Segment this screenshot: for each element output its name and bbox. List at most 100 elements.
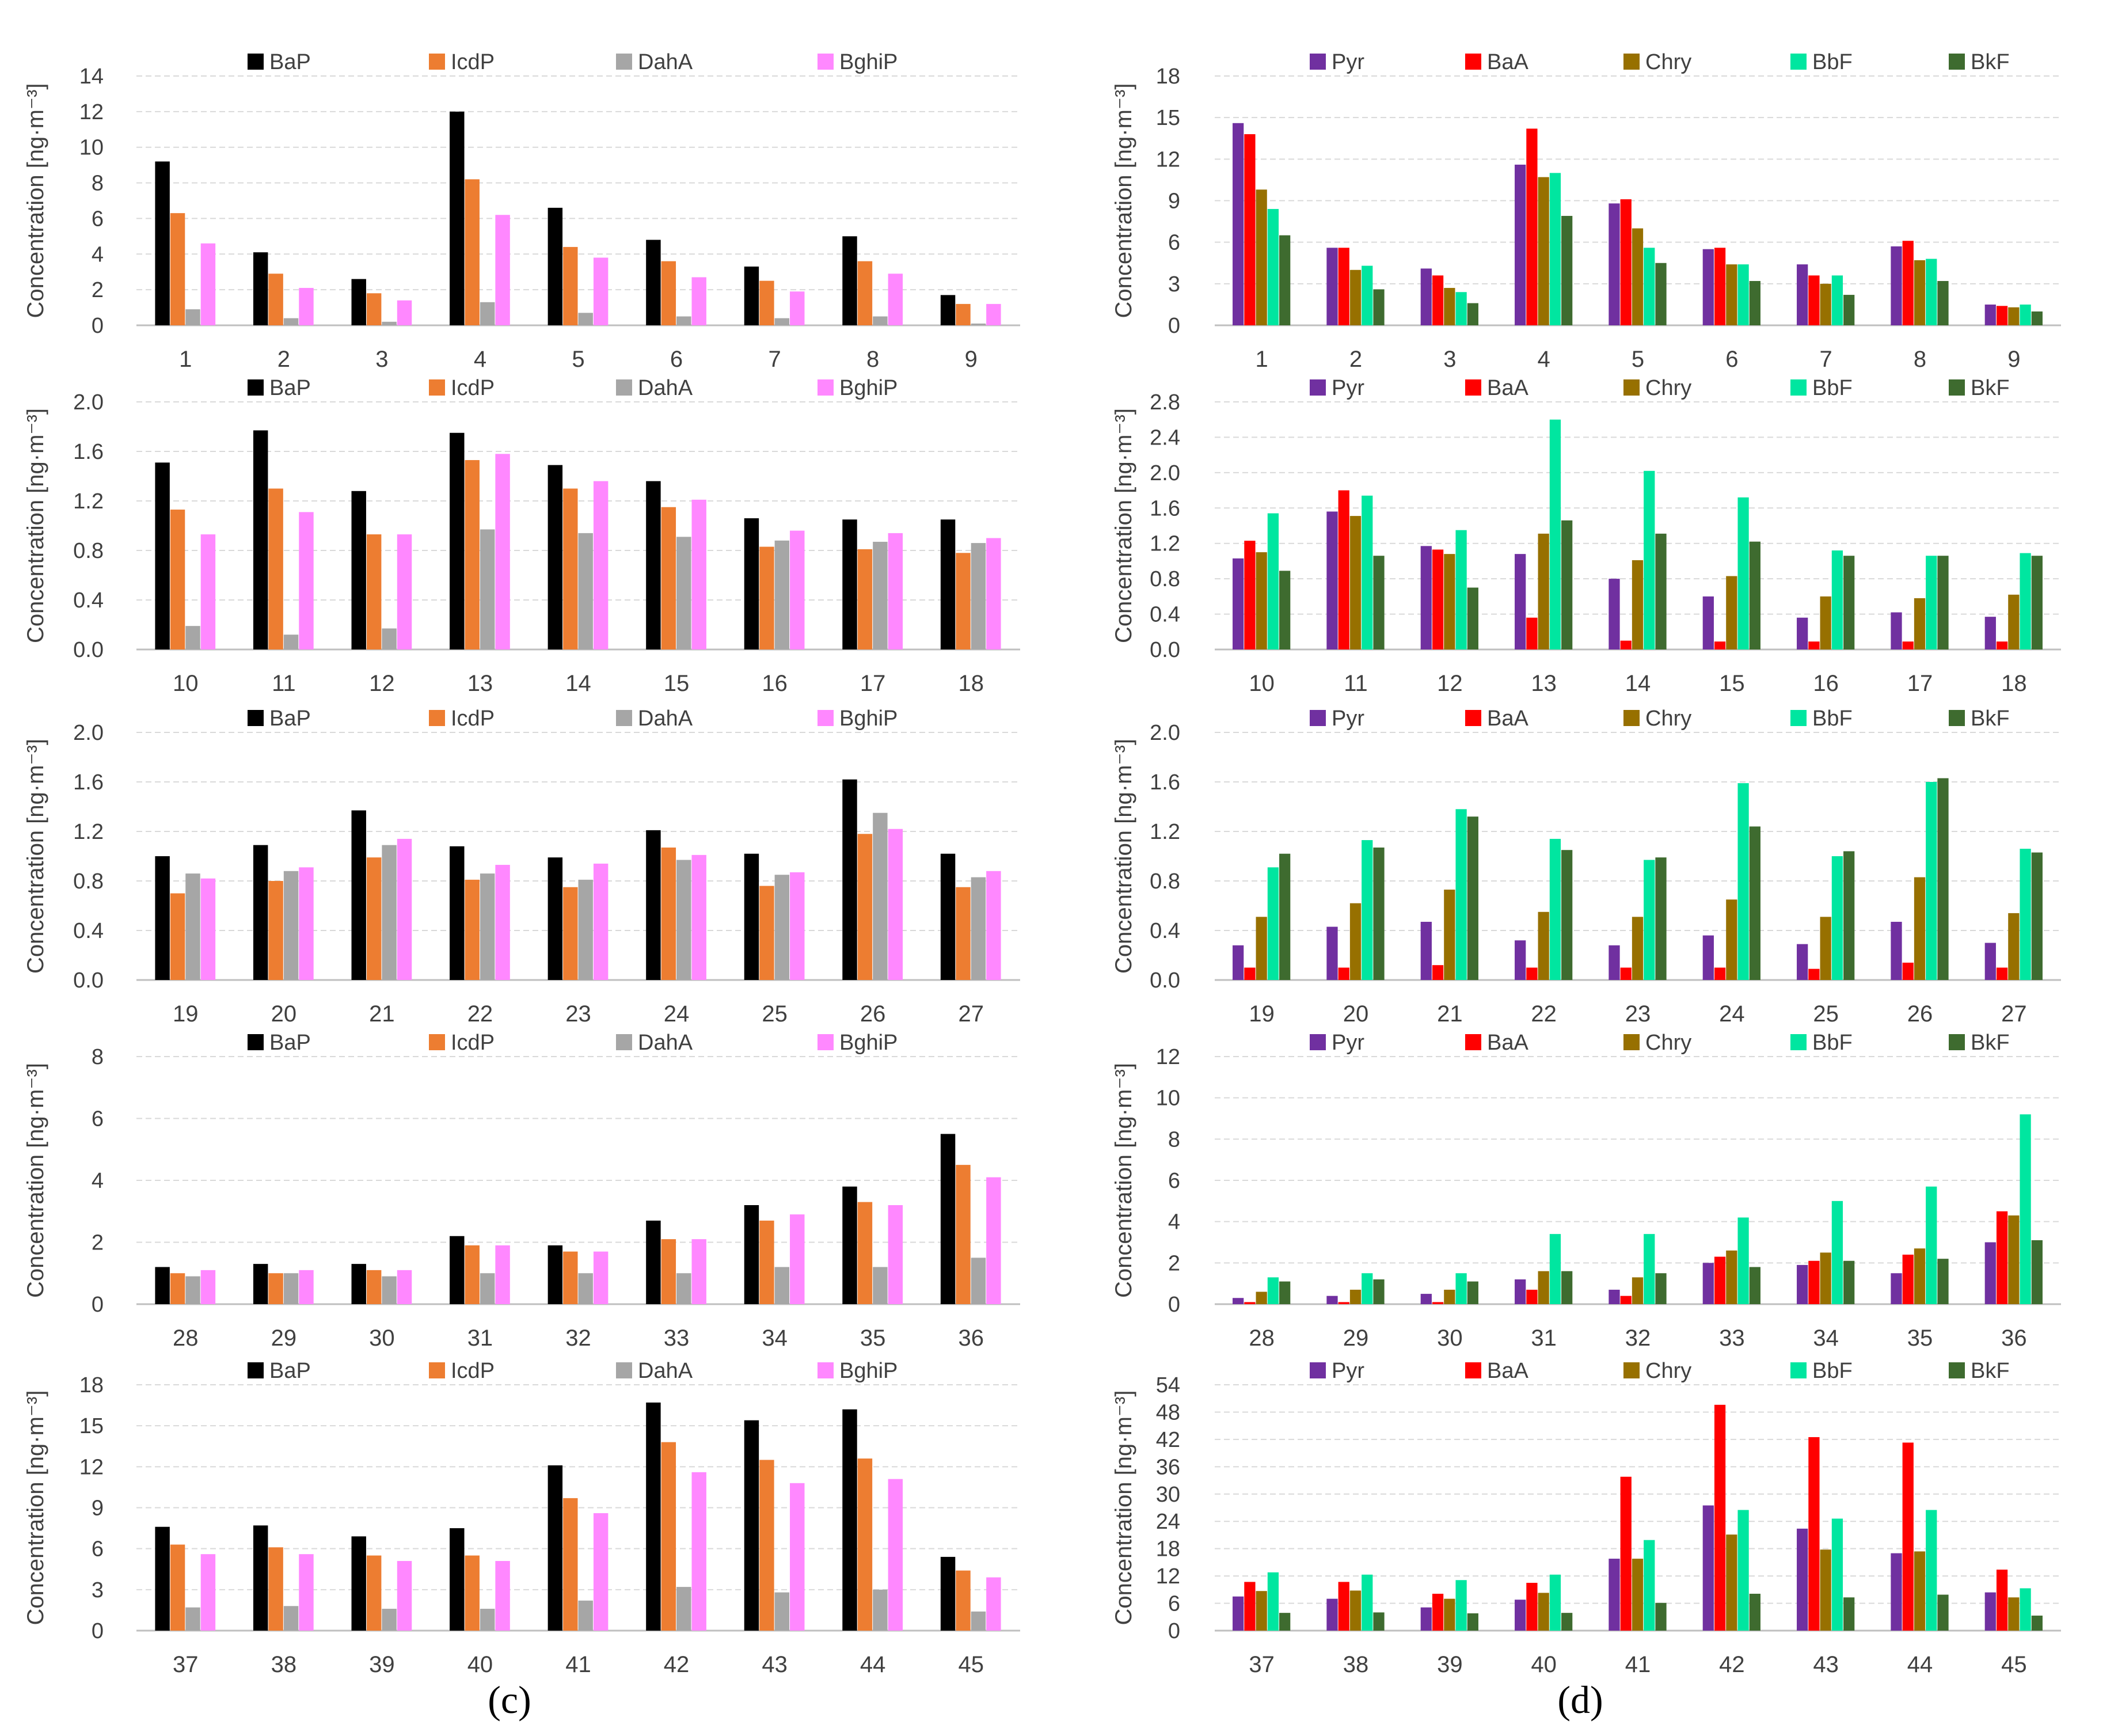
bar-bghip-10: [200, 534, 216, 649]
bar-daha-37: [185, 1607, 200, 1631]
bar-bghip-40: [495, 1561, 510, 1631]
bar-icdp-39: [366, 1555, 382, 1631]
y-tick-label: 0: [1168, 314, 1180, 338]
legend-label-bghip: BghiP: [839, 50, 898, 74]
bar-chry-44: [1914, 1551, 1926, 1631]
y-tick-label: 18: [1156, 1537, 1180, 1562]
x-tick-label: 32: [565, 1325, 591, 1351]
x-tick-label: 44: [1907, 1652, 1933, 1677]
bar-baa-1: [1244, 134, 1256, 326]
x-tick-label: 26: [1907, 1001, 1933, 1027]
y-tick-label: 0.4: [1150, 919, 1180, 943]
bar-bghip-35: [888, 1205, 903, 1304]
legend-swatch-daha: [616, 1034, 632, 1050]
bar-icdp-44: [857, 1458, 873, 1631]
bar-bkf-6: [1749, 281, 1760, 325]
bar-bkf-4: [1561, 215, 1573, 325]
y-tick-label: 15: [1156, 106, 1180, 130]
bar-bghip-43: [790, 1483, 805, 1631]
x-tick-label: 38: [271, 1652, 297, 1677]
x-tick-label: 29: [271, 1325, 297, 1351]
y-tick-label: 2: [92, 278, 104, 302]
x-tick-label: 31: [1531, 1325, 1557, 1351]
legend-swatch-bap: [248, 710, 264, 726]
legend-swatch-pyr: [1310, 54, 1326, 70]
bar-icdp-13: [465, 460, 480, 649]
y-tick-label: 0.0: [73, 638, 104, 662]
bar-baa-5: [1620, 199, 1632, 325]
bar-bbf-30: [1455, 1273, 1467, 1304]
bar-bbf-22: [1549, 838, 1561, 980]
y-axis-label: Concentration [ng·m⁻³]: [23, 83, 48, 318]
y-tick-label: 4: [92, 242, 104, 267]
bar-pyr-8: [1891, 246, 1902, 325]
bar-pyr-13: [1515, 554, 1526, 649]
bar-icdp-6: [661, 261, 676, 325]
x-tick-label: 34: [1813, 1325, 1839, 1351]
bar-pyr-14: [1609, 579, 1620, 649]
x-tick-label: 12: [1437, 671, 1463, 696]
bar-chry-43: [1820, 1549, 1831, 1631]
bar-pyr-17: [1891, 612, 1902, 649]
bar-bkf-7: [1843, 295, 1855, 325]
legend-swatch-bkf: [1949, 710, 1965, 726]
legend-swatch-bbf: [1790, 710, 1807, 726]
bar-baa-26: [1902, 962, 1914, 980]
bar-bbf-45: [2020, 1588, 2031, 1631]
legend-label-daha: DahA: [638, 376, 693, 400]
x-tick-label: 33: [664, 1325, 690, 1351]
legend-swatch-chry: [1623, 379, 1640, 396]
bar-bghip-30: [397, 1270, 412, 1304]
bar-chry-21: [1444, 890, 1455, 980]
bar-bghip-25: [790, 872, 805, 980]
bar-bghip-36: [986, 1177, 1001, 1304]
y-tick-label: 0.8: [1150, 567, 1180, 591]
bar-pyr-10: [1233, 558, 1244, 649]
chart-d4: 0 2 4 6 8 10 12 Concentration [ng·m⁻³] 28 29 30 31 3…: [1111, 1031, 2061, 1351]
legend-swatch-bap: [248, 1362, 264, 1378]
x-tick-label: 17: [860, 671, 886, 696]
x-tick-label: 41: [565, 1652, 591, 1677]
bar-chry-26: [1914, 877, 1926, 980]
y-tick-label: 6: [1168, 1592, 1180, 1616]
bar-bap-26: [842, 779, 857, 980]
y-tick-label: 12: [1156, 147, 1180, 172]
bar-bap-6: [646, 240, 661, 325]
bar-chry-32: [1632, 1277, 1644, 1304]
bar-bkf-9: [2031, 311, 2043, 325]
legend-swatch-baa: [1465, 54, 1481, 70]
x-tick-label: 36: [958, 1325, 984, 1351]
x-tick-label: 36: [2001, 1325, 2027, 1351]
legend-label-baa: BaA: [1487, 706, 1528, 731]
bar-pyr-36: [1984, 1242, 1996, 1304]
bar-bkf-13: [1561, 520, 1573, 649]
bar-icdp-14: [563, 488, 578, 649]
legend-label-chry: Chry: [1645, 1031, 1691, 1055]
y-tick-label: 1.2: [73, 820, 104, 844]
legend-label-bap: BaP: [269, 1359, 311, 1383]
x-tick-label: 4: [474, 347, 486, 372]
bar-bghip-3: [397, 300, 412, 325]
x-tick-label: 5: [1632, 347, 1644, 372]
bar-pyr-6: [1702, 249, 1714, 325]
x-tick-label: 8: [866, 347, 879, 372]
y-tick-label: 54: [1156, 1373, 1180, 1397]
legend-swatch-icdp: [429, 1034, 445, 1050]
legend-swatch-icdp: [429, 1362, 445, 1378]
x-tick-label: 3: [1443, 347, 1456, 372]
y-axis-label: Concentration [ng·m⁻³]: [23, 739, 48, 974]
legend-swatch-chry: [1623, 1034, 1640, 1050]
bar-icdp-2: [268, 273, 283, 325]
bar-bbf-19: [1267, 867, 1279, 980]
y-axis-label: Concentration [ng·m⁻³]: [1111, 739, 1136, 974]
bar-icdp-10: [170, 510, 185, 649]
bar-daha-45: [971, 1611, 986, 1631]
legend-label-bghip: BghiP: [839, 1359, 898, 1383]
x-tick-label: 42: [1719, 1652, 1745, 1677]
legend-swatch-bkf: [1949, 54, 1965, 70]
bar-daha-22: [480, 873, 495, 980]
x-tick-label: 41: [1625, 1652, 1651, 1677]
bar-baa-15: [1714, 641, 1726, 649]
x-tick-label: 14: [1625, 671, 1651, 696]
